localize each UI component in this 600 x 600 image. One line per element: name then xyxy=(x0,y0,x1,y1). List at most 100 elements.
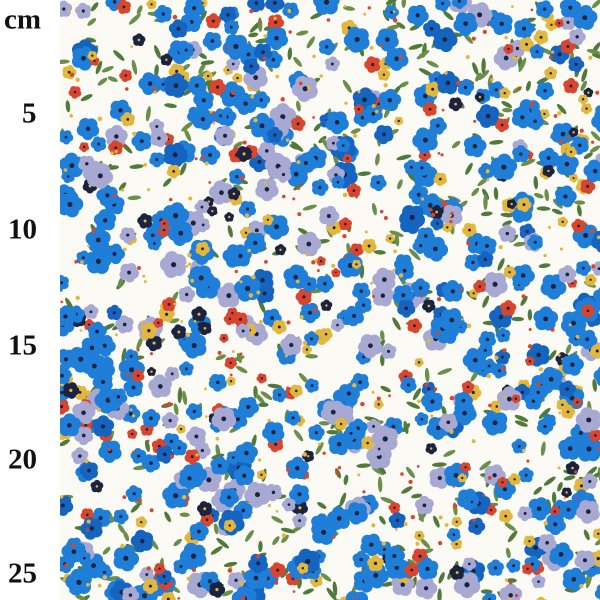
flower-center xyxy=(112,251,117,256)
leaf xyxy=(102,546,111,555)
flower-center xyxy=(307,310,312,315)
flower-center xyxy=(442,37,448,42)
leaf xyxy=(356,463,371,468)
leaf xyxy=(479,460,492,471)
flower-center xyxy=(232,192,236,195)
leaf xyxy=(198,62,206,74)
flower-center xyxy=(185,292,189,297)
flower-center xyxy=(114,146,118,150)
flower-center xyxy=(424,234,428,238)
flower-center xyxy=(582,558,588,563)
leaf xyxy=(326,430,339,435)
flower-center xyxy=(91,363,97,369)
leaf xyxy=(113,50,125,61)
flower-center xyxy=(441,1,445,6)
flower-center xyxy=(501,333,505,337)
leaf xyxy=(401,486,413,494)
leaf xyxy=(289,144,302,150)
flower-center xyxy=(143,219,147,223)
flower-center xyxy=(557,52,562,57)
flower-center xyxy=(244,231,248,235)
flower-center xyxy=(197,529,201,534)
flower-center xyxy=(310,384,314,387)
flower-center xyxy=(344,222,347,226)
flower-center xyxy=(260,377,263,380)
flower-center xyxy=(262,291,267,296)
flower-center xyxy=(525,42,529,46)
flower-center xyxy=(357,107,361,111)
leaf xyxy=(586,49,600,55)
flower-center xyxy=(575,35,579,39)
flower-center xyxy=(89,526,95,531)
leaf xyxy=(411,493,423,499)
flower-center xyxy=(501,481,504,484)
flower-center xyxy=(305,348,309,351)
flower-center xyxy=(140,520,143,524)
flower-center xyxy=(492,473,497,478)
flower-center xyxy=(470,500,474,504)
leaf xyxy=(107,76,118,83)
flower-center xyxy=(137,38,141,42)
flower-center xyxy=(495,405,499,408)
flower-center xyxy=(358,380,362,384)
leaf xyxy=(213,523,219,535)
flower-center xyxy=(418,286,423,290)
flower-center xyxy=(520,390,524,395)
flower-center xyxy=(586,446,592,452)
leaf xyxy=(255,393,266,405)
leaf xyxy=(342,79,352,94)
flower-center xyxy=(565,491,568,494)
flower-center xyxy=(594,434,597,437)
leaf xyxy=(371,202,377,216)
leaf xyxy=(210,546,223,555)
flower-center xyxy=(210,39,215,43)
flower-center xyxy=(271,57,276,62)
flower-center xyxy=(105,193,110,198)
flower-center xyxy=(409,214,415,220)
petal xyxy=(538,576,546,585)
leaf xyxy=(386,24,400,31)
flower-center xyxy=(392,553,397,559)
flower-center xyxy=(501,164,507,170)
flower-center xyxy=(155,158,159,162)
flower-center xyxy=(95,258,102,264)
flower-center xyxy=(272,0,277,5)
petal xyxy=(253,161,265,173)
flower-center xyxy=(520,273,526,278)
flower-center xyxy=(533,240,537,244)
leaf xyxy=(507,530,518,543)
flower-center xyxy=(528,540,531,543)
flower-center xyxy=(418,554,422,558)
flower-center xyxy=(463,21,468,27)
leaf xyxy=(493,187,499,200)
flower-center xyxy=(522,26,527,31)
flower-center xyxy=(231,456,235,460)
leaf xyxy=(233,141,243,149)
flower-center xyxy=(114,134,119,139)
flower xyxy=(538,147,559,168)
flower-center xyxy=(206,477,212,483)
flower-center xyxy=(98,516,103,521)
leaf xyxy=(128,13,141,25)
flower-center xyxy=(417,361,421,364)
flower-center xyxy=(446,226,449,229)
flower-center xyxy=(382,73,386,76)
flower-center xyxy=(150,370,153,373)
leaf xyxy=(65,297,74,312)
flower-center xyxy=(413,324,416,328)
flower-center xyxy=(422,93,428,99)
flower-center xyxy=(461,398,466,403)
leaf xyxy=(97,77,108,86)
flower-center xyxy=(63,357,69,362)
leaf xyxy=(536,206,551,211)
flower xyxy=(98,439,122,463)
leaf xyxy=(154,45,161,59)
leaf xyxy=(233,355,245,362)
flower-center xyxy=(513,478,516,481)
flower-center xyxy=(485,243,489,248)
flower-center xyxy=(508,593,513,598)
flower-center xyxy=(122,322,127,327)
flower-center xyxy=(336,323,339,327)
leaf xyxy=(389,230,404,237)
flower-center xyxy=(179,564,183,569)
